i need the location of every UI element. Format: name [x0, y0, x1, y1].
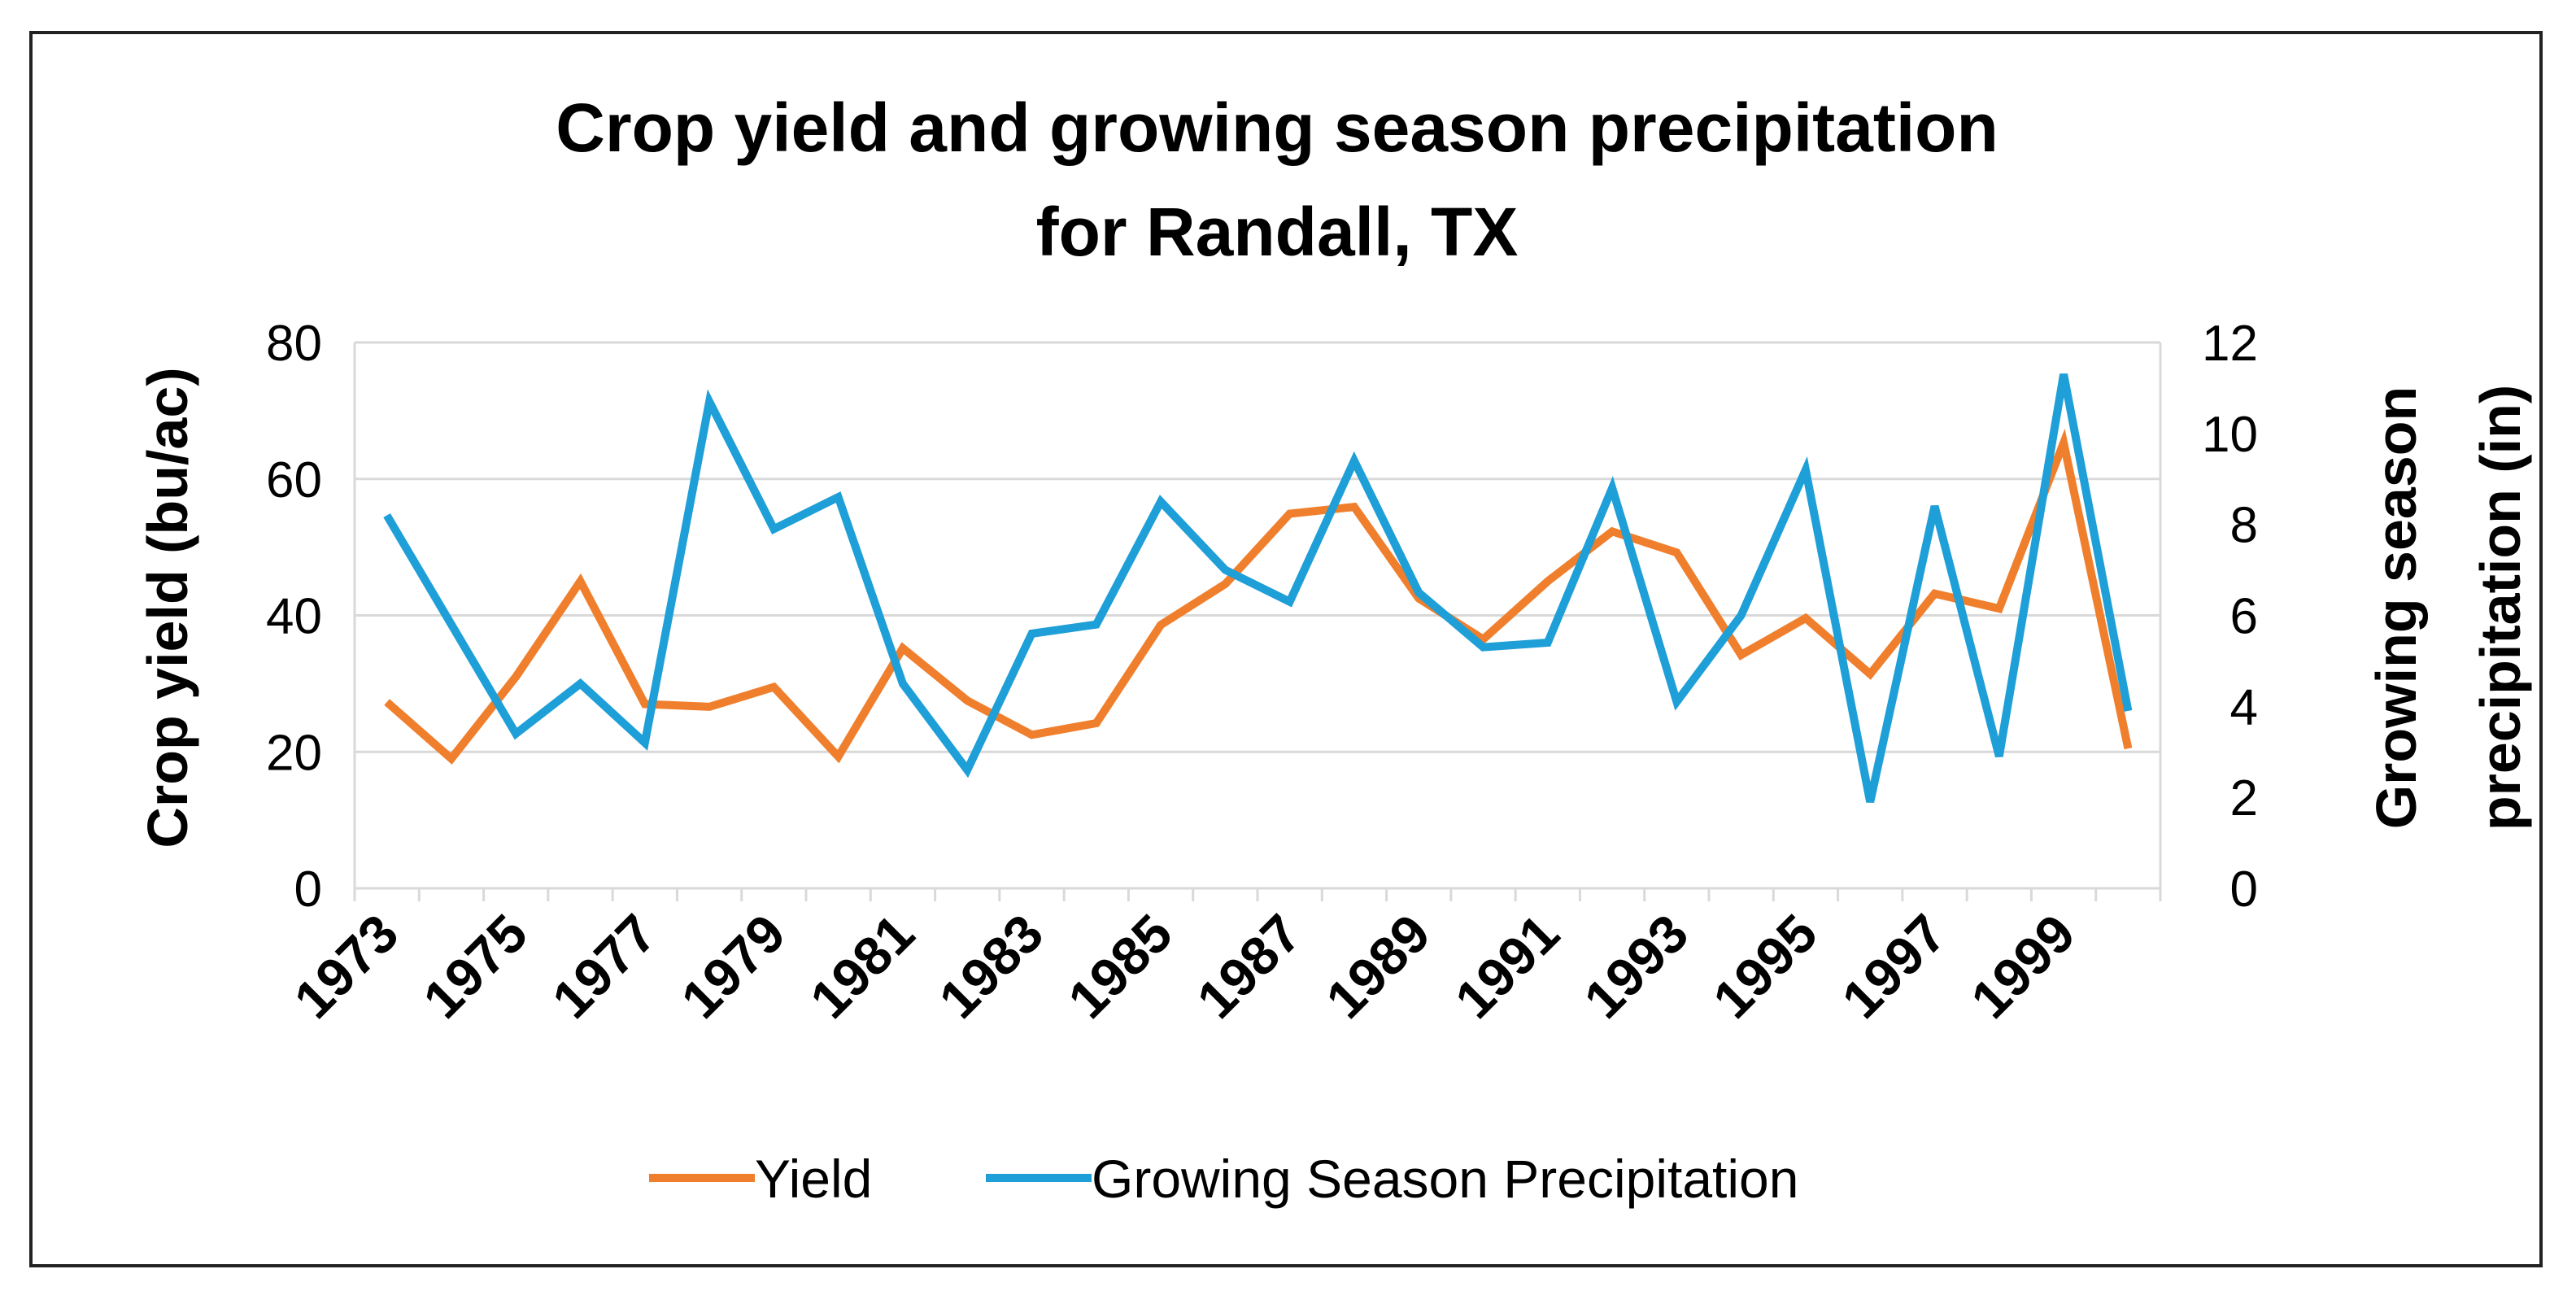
- y2-axis-title-line-2: precipitation (in): [2469, 385, 2532, 831]
- legend: Yield Growing Season Precipitation: [649, 1149, 1798, 1209]
- y2-tick-label: 4: [2230, 679, 2258, 735]
- y2-axis-ticks: 0 2 4 6 8 10 12: [2202, 316, 2258, 918]
- y2-tick-label: 10: [2202, 407, 2258, 463]
- x-tick-label: 1995: [1702, 903, 1828, 1030]
- legend-label-yield: Yield: [755, 1149, 872, 1209]
- chart-svg: Crop yield and growing season precipitat…: [136, 89, 2532, 1209]
- axes: [353, 342, 2162, 901]
- y-tick-label: 60: [266, 452, 322, 508]
- y-tick-label: 20: [266, 725, 322, 781]
- x-tick-label: 1977: [541, 903, 668, 1030]
- x-tick-label: 1999: [1959, 903, 2086, 1030]
- y-tick-label: 0: [294, 861, 322, 918]
- x-tick-label: 1989: [1314, 903, 1441, 1030]
- y2-tick-label: 0: [2230, 861, 2258, 918]
- y-axis-ticks: 0 20 40 60 80: [266, 316, 322, 918]
- y2-tick-label: 12: [2202, 316, 2258, 372]
- x-tick-label: 1985: [1057, 903, 1183, 1030]
- series-line-precipitation: [383, 373, 2133, 803]
- y2-tick-label: 6: [2230, 589, 2258, 645]
- x-tick-label: 1997: [1830, 903, 1957, 1030]
- chart-frame: Crop yield and growing season precipitat…: [29, 31, 2543, 1267]
- x-tick-label: 1973: [282, 903, 409, 1030]
- chart-title-line-1: Crop yield and growing season precipitat…: [556, 89, 1998, 166]
- y2-axis-title-line-1: Growing season: [2365, 386, 2428, 830]
- x-tick-label: 1983: [927, 903, 1054, 1030]
- series-lines: [383, 373, 2133, 803]
- x-axis-ticks: 1973 1975 1977 1979 1981 1983 1985 1987 1989 1991…: [282, 903, 2086, 1030]
- y-tick-label: 80: [266, 316, 322, 372]
- chart-title-line-2: for Randall, TX: [1036, 194, 1519, 270]
- y2-tick-label: 2: [2230, 770, 2258, 826]
- x-tick-label: 1981: [799, 903, 926, 1030]
- x-tick-label: 1987: [1185, 903, 1312, 1030]
- x-tick-label: 1993: [1572, 903, 1699, 1030]
- x-tick-label: 1975: [412, 903, 538, 1030]
- y-axis-title: Crop yield (bu/ac): [136, 367, 199, 848]
- x-tick-label: 1991: [1444, 903, 1571, 1030]
- legend-label-precipitation: Growing Season Precipitation: [1092, 1149, 1798, 1209]
- y2-tick-label: 8: [2230, 498, 2258, 554]
- y-tick-label: 40: [266, 589, 322, 645]
- x-tick-label: 1979: [669, 903, 796, 1030]
